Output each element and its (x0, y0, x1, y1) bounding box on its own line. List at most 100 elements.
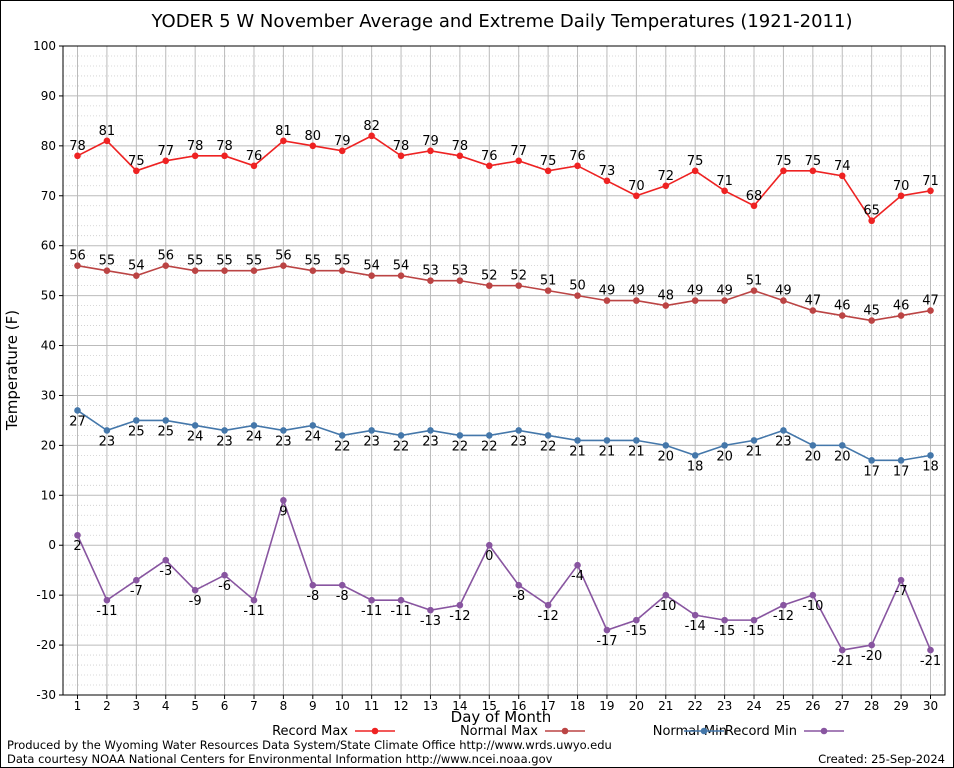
normal-min-point (191, 422, 199, 429)
record-min-point (191, 586, 199, 594)
y-tick-label: 60 (41, 239, 56, 253)
normal-min-point (368, 427, 375, 434)
normal-max-data-label: 55 (99, 254, 116, 269)
normal-min-data-label: 21 (569, 444, 586, 459)
normal-min-point (485, 432, 493, 439)
legend-item-normal-min: Normal Min (653, 724, 727, 739)
y-axis-label: Temperature (F) (3, 310, 21, 431)
record-max-point (574, 162, 581, 170)
x-tick-label: 5 (191, 699, 199, 713)
record-max-point (309, 142, 317, 150)
record-min-data-label: -7 (895, 584, 908, 599)
normal-min-data-label: 23 (363, 434, 380, 449)
normal-max-point (397, 272, 405, 279)
record-min-point (250, 596, 258, 604)
record-max-data-label: 71 (922, 174, 939, 189)
normal-min-data-label: 23 (275, 434, 292, 449)
normal-max-point (456, 277, 464, 284)
x-tick-label: 26 (805, 699, 820, 713)
record-min-point (780, 601, 787, 609)
record-min-point (691, 611, 699, 619)
record-min-point (309, 581, 317, 589)
record-min-data-label: -8 (306, 589, 319, 604)
normal-max-data-label: 55 (246, 254, 263, 269)
x-tick-label: 8 (280, 699, 288, 713)
record-min-point (603, 626, 611, 634)
record-max-data-label: 72 (658, 169, 675, 184)
record-max-data-label: 76 (569, 149, 586, 164)
record-max-point (456, 152, 464, 160)
normal-min-data-label: 24 (187, 429, 204, 444)
record-max-data-label: 81 (275, 124, 292, 139)
record-min-point (427, 606, 434, 614)
x-tick-label: 11 (364, 699, 379, 713)
record-max-data-label: 75 (128, 154, 145, 169)
legend-marker (561, 727, 569, 735)
normal-max-data-label: 49 (599, 284, 616, 299)
record-min-point (456, 601, 464, 609)
record-max-line (77, 134, 931, 222)
normal-max-data-label: 47 (805, 294, 822, 309)
normal-max-data-label: 52 (481, 269, 498, 284)
record-max-data-label: 76 (481, 149, 498, 164)
normal-max-data-label: 55 (216, 254, 233, 269)
record-min-data-label: -17 (596, 634, 617, 649)
x-axis-ticks: 1 2 3 4 5 6 7 8 9 10 11 12 13 14 15 16 17 18 19 20 21 22 23 24 2… (74, 695, 938, 713)
normal-max-point (191, 267, 199, 274)
y-tick-label: -30 (36, 688, 56, 702)
normal-max-data-label: 55 (187, 254, 204, 269)
record-min-data-label: -10 (655, 599, 676, 614)
record-max-point (397, 152, 405, 160)
record-min-data-label: -11 (390, 604, 411, 619)
normal-min-data-label: 20 (658, 449, 675, 464)
record-max-data-label: 78 (452, 139, 469, 154)
y-tick-label: 10 (41, 488, 56, 502)
record-min-data-label: -6 (218, 579, 231, 594)
record-max-point (544, 167, 552, 175)
x-tick-label: 4 (162, 699, 170, 713)
y-tick-label: -20 (36, 638, 56, 652)
x-tick-label: 16 (511, 699, 526, 713)
normal-max-point (103, 267, 111, 274)
x-tick-label: 7 (250, 699, 258, 713)
record-max-data-label: 71 (716, 174, 733, 189)
record-min-data-label: -21 (920, 654, 941, 669)
normal-min-point (721, 442, 728, 449)
record-min-point (633, 616, 640, 624)
normal-max-data-label: 46 (834, 299, 851, 314)
normal-min-data-label: 20 (716, 449, 733, 464)
grid (62, 45, 946, 696)
x-tick-label: 12 (393, 699, 408, 713)
record-min-data-label: -3 (159, 564, 172, 579)
normal-max-data-label: 51 (540, 274, 557, 289)
normal-min-data-label: 23 (775, 434, 792, 449)
normal-min-point (280, 427, 287, 434)
normal-min-point (456, 432, 464, 439)
normal-max-point (897, 312, 905, 319)
record-max-data-label: 68 (746, 189, 763, 204)
normal-min-point (74, 407, 81, 414)
normal-max-point (280, 262, 287, 269)
record-max-point (221, 152, 228, 160)
normal-max-point (633, 297, 640, 304)
record-max-data-label: 70 (628, 179, 645, 194)
normal-min-data-label: 18 (922, 459, 939, 474)
record-min-data-label: 0 (485, 549, 493, 564)
legend-item-record-min: Record Min (725, 724, 844, 739)
y-tick-label: 20 (41, 438, 56, 452)
normal-max-data-label: 54 (363, 259, 380, 274)
record-max-series: 78 81 75 77 78 78 76 81 80 79 82 78 79 78 76 77 75 76 73 70… (69, 119, 939, 225)
record-max-point (927, 187, 934, 195)
record-max-data-label: 75 (775, 154, 792, 169)
record-min-data-label: -13 (420, 614, 441, 629)
normal-min-data-label: 23 (510, 434, 527, 449)
normal-max-data-label: 56 (157, 249, 174, 264)
x-tick-label: 22 (688, 699, 703, 713)
normal-min-data-label: 22 (452, 439, 469, 454)
normal-max-data-label: 56 (69, 249, 86, 264)
normal-min-data-label: 21 (746, 444, 763, 459)
y-tick-label: 90 (41, 89, 56, 103)
x-tick-label: 18 (570, 699, 585, 713)
record-min-data-label: -15 (626, 624, 647, 639)
